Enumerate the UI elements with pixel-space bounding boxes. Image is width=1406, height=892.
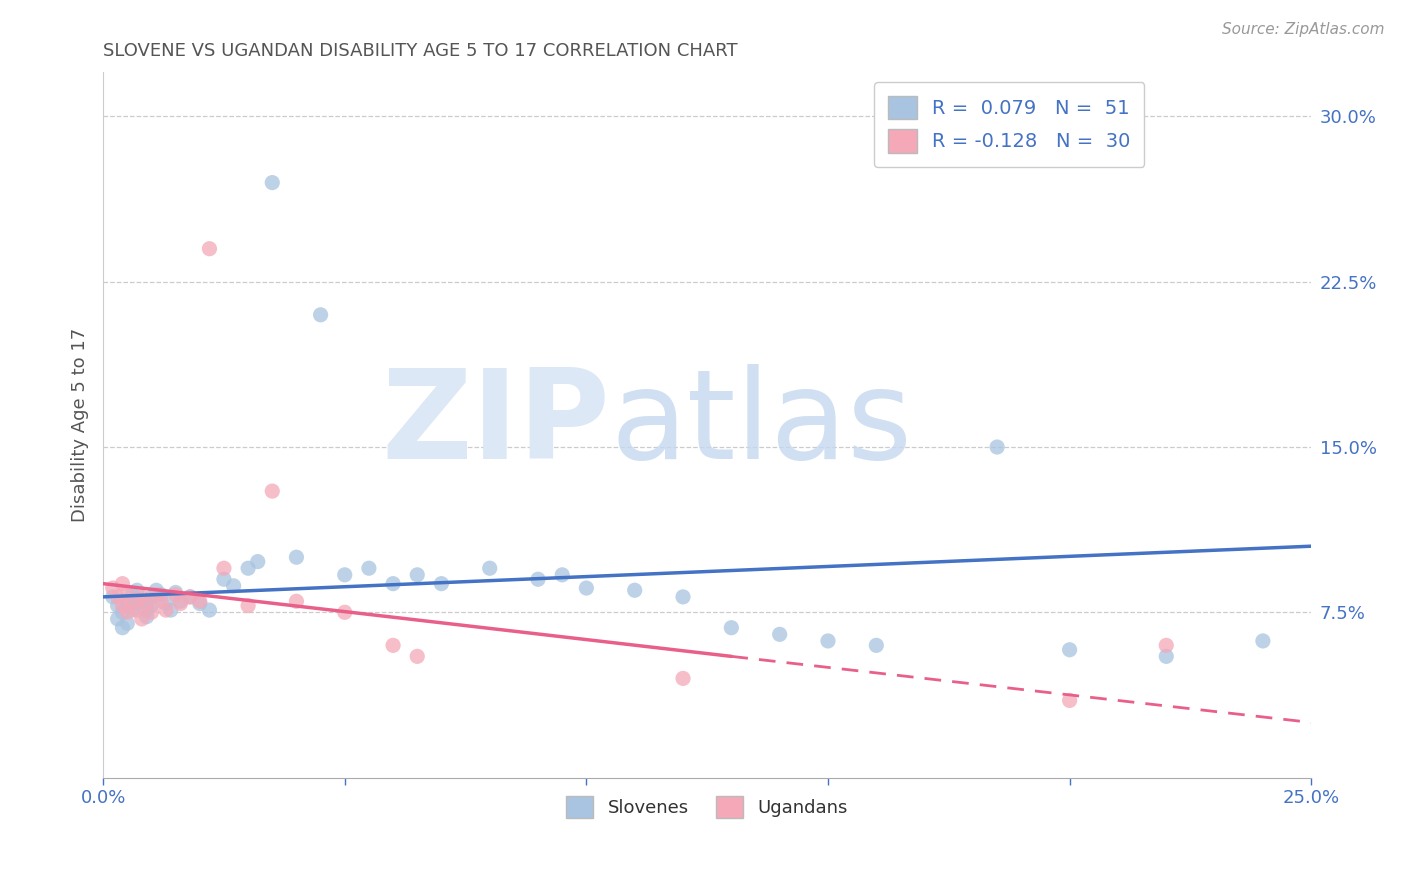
Point — [155, 597, 177, 611]
Point — [131, 590, 153, 604]
Point — [101, 590, 124, 604]
Point — [125, 583, 148, 598]
Point — [672, 672, 695, 686]
Point — [986, 440, 1008, 454]
Text: SLOVENE VS UGANDAN DISABILITY AGE 5 TO 17 CORRELATION CHART: SLOVENE VS UGANDAN DISABILITY AGE 5 TO 1… — [103, 42, 738, 60]
Point — [111, 576, 134, 591]
Point — [262, 176, 284, 190]
Legend: Slovenes, Ugandans: Slovenes, Ugandans — [560, 789, 855, 825]
Point — [131, 594, 153, 608]
Point — [865, 638, 887, 652]
Point — [1154, 638, 1177, 652]
Point — [107, 612, 129, 626]
Point — [117, 585, 139, 599]
Point — [1059, 693, 1081, 707]
Point — [131, 612, 153, 626]
Point — [135, 597, 157, 611]
Point — [117, 605, 139, 619]
Point — [575, 581, 598, 595]
Point — [145, 588, 167, 602]
Point — [198, 242, 221, 256]
Point — [527, 572, 550, 586]
Point — [150, 594, 173, 608]
Point — [212, 572, 235, 586]
Point — [169, 597, 191, 611]
Point — [135, 603, 157, 617]
Point — [406, 649, 429, 664]
Point — [222, 579, 245, 593]
Point — [179, 590, 201, 604]
Point — [107, 590, 129, 604]
Text: atlas: atlas — [610, 365, 912, 485]
Point — [117, 594, 139, 608]
Y-axis label: Disability Age 5 to 17: Disability Age 5 to 17 — [72, 328, 89, 522]
Point — [135, 609, 157, 624]
Point — [125, 597, 148, 611]
Point — [406, 567, 429, 582]
Point — [145, 583, 167, 598]
Point — [285, 550, 308, 565]
Point — [309, 308, 332, 322]
Point — [101, 581, 124, 595]
Point — [125, 603, 148, 617]
Point — [817, 634, 839, 648]
Text: Source: ZipAtlas.com: Source: ZipAtlas.com — [1222, 22, 1385, 37]
Point — [111, 605, 134, 619]
Point — [141, 599, 163, 613]
Point — [159, 603, 181, 617]
Point — [246, 555, 269, 569]
Point — [117, 616, 139, 631]
Point — [169, 594, 191, 608]
Point — [1059, 642, 1081, 657]
Point — [382, 638, 405, 652]
Point — [165, 588, 187, 602]
Point — [236, 599, 259, 613]
Point — [1154, 649, 1177, 664]
Point — [551, 567, 574, 582]
Point — [121, 588, 143, 602]
Point — [198, 603, 221, 617]
Point — [357, 561, 380, 575]
Point — [188, 597, 211, 611]
Point — [769, 627, 792, 641]
Point — [672, 590, 695, 604]
Point — [333, 605, 356, 619]
Point — [623, 583, 645, 598]
Point — [121, 603, 143, 617]
Point — [430, 576, 453, 591]
Point — [236, 561, 259, 575]
Point — [212, 561, 235, 575]
Point — [121, 594, 143, 608]
Point — [155, 603, 177, 617]
Point — [111, 621, 134, 635]
Point — [478, 561, 501, 575]
Point — [179, 590, 201, 604]
Point — [165, 585, 187, 599]
Point — [107, 599, 129, 613]
Point — [1251, 634, 1274, 648]
Point — [262, 484, 284, 499]
Point — [285, 594, 308, 608]
Point — [141, 605, 163, 619]
Text: ZIP: ZIP — [382, 365, 610, 485]
Point — [720, 621, 742, 635]
Point — [111, 599, 134, 613]
Point — [382, 576, 405, 591]
Point — [333, 567, 356, 582]
Point — [150, 588, 173, 602]
Point — [141, 590, 163, 604]
Point — [188, 594, 211, 608]
